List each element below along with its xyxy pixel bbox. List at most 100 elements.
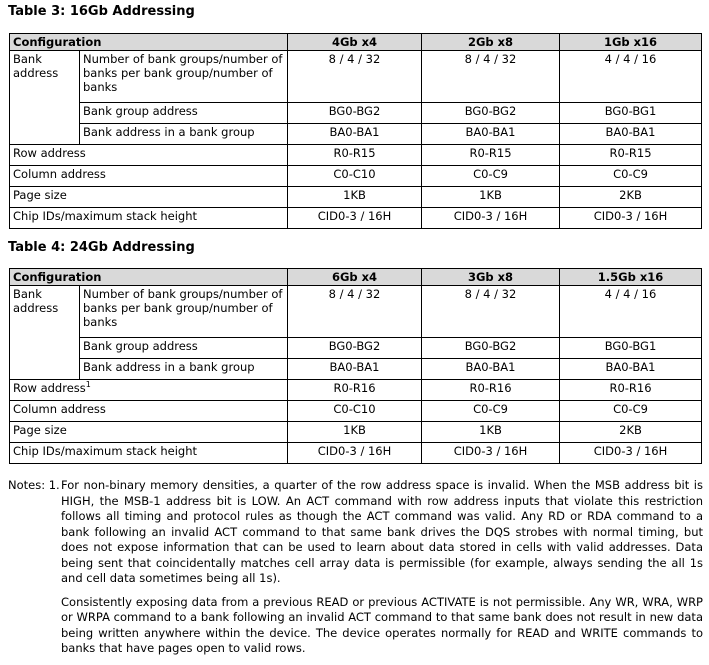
notes-body: For non-binary memory densities, a quart… xyxy=(61,478,703,657)
row-label: Chip IDs/maximum stack height xyxy=(9,442,288,464)
cell: BG0-BG2 xyxy=(421,337,560,359)
cell: C0-C9 xyxy=(421,400,560,422)
cell: BA0-BA1 xyxy=(421,123,560,145)
row: Column address C0-C10 C0-C9 C0-C9 xyxy=(9,165,702,187)
header-cell: 2Gb x8 xyxy=(421,33,560,51)
row-label: Page size xyxy=(9,421,288,443)
cell: C0-C9 xyxy=(559,165,702,187)
cell: 2KB xyxy=(559,421,702,443)
row-label: Column address xyxy=(9,400,288,422)
table: Configuration 6Gb x4 3Gb x8 1.5Gb x16 Bank a… xyxy=(9,268,702,464)
cell: BA0-BA1 xyxy=(287,358,422,380)
header-cell: 6Gb x4 xyxy=(287,268,422,286)
header-cell: 3Gb x8 xyxy=(421,268,560,286)
cell: BG0-BG1 xyxy=(559,337,702,359)
row: Row address R0-R15 R0-R15 R0-R15 xyxy=(9,144,702,166)
header-cell: Configuration xyxy=(9,33,288,51)
row-label-text: Column address xyxy=(13,167,106,181)
cell: 1KB xyxy=(421,421,560,443)
row-label: Row address1 xyxy=(9,379,288,401)
cell: R0-R16 xyxy=(421,379,560,401)
cell: 8 / 4 / 32 xyxy=(421,285,560,338)
row-label: Bank group address xyxy=(79,102,288,124)
cell: C0-C10 xyxy=(287,165,422,187)
cell: CID0-3 / 16H xyxy=(421,207,560,229)
header-cell: 1Gb x16 xyxy=(559,33,702,51)
bank-label: Bank address xyxy=(9,285,80,380)
cell: C0-C9 xyxy=(559,400,702,422)
row: Bank address Number of bank groups/number… xyxy=(9,50,702,145)
page: {"tables": [ {"title": "Table 3: 16Gb Ad… xyxy=(8,4,703,655)
cell: C0-C10 xyxy=(287,400,422,422)
row-label-text: Page size xyxy=(13,423,67,437)
cell: 1KB xyxy=(287,186,422,208)
cell: R0-R15 xyxy=(287,144,422,166)
row-label-text: Chip IDs/maximum stack height xyxy=(13,444,198,458)
bank-label: Bank address xyxy=(9,50,80,145)
cell: CID0-3 / 16H xyxy=(287,207,422,229)
row: Page size 1KB 1KB 2KB xyxy=(9,186,702,208)
cell: BA0-BA1 xyxy=(559,123,702,145)
cell: BA0-BA1 xyxy=(421,358,560,380)
row: Page size 1KB 1KB 2KB xyxy=(9,421,702,443)
cell: BG0-BG2 xyxy=(421,102,560,124)
row-label: Column address xyxy=(9,165,288,187)
cell: CID0-3 / 16H xyxy=(559,207,702,229)
cell: CID0-3 / 16H xyxy=(287,442,422,464)
row-label: Bank group address xyxy=(79,337,288,359)
row-label-text: Row address xyxy=(13,146,86,160)
cell: BG0-BG2 xyxy=(287,337,422,359)
table-title: Table 3: 16Gb Addressing xyxy=(8,4,195,19)
cell: CID0-3 / 16H xyxy=(559,442,702,464)
row: Bank group address BG0-BG2 BG0-BG2 BG0-BG1 xyxy=(10,337,702,359)
header-row: Configuration 4Gb x4 2Gb x8 1Gb x16 xyxy=(9,33,702,51)
cell: BG0-BG2 xyxy=(287,102,422,124)
cell: CID0-3 / 16H xyxy=(421,442,560,464)
row-label-text: Page size xyxy=(13,188,67,202)
row: Bank address in a bank group BA0-BA1 BA0-B… xyxy=(10,123,702,145)
header-cell: 4Gb x4 xyxy=(287,33,422,51)
note-paragraph: For non-binary memory densities, a quart… xyxy=(61,478,703,585)
row: Bank group address BG0-BG2 BG0-BG2 BG0-BG1 xyxy=(10,102,702,124)
cell: BA0-BA1 xyxy=(559,358,702,380)
header-cell: 1.5Gb x16 xyxy=(559,268,702,286)
row-label-text: Column address xyxy=(13,402,106,416)
cell: 8 / 4 / 32 xyxy=(287,285,422,338)
row-label-text: Chip IDs/maximum stack height xyxy=(13,209,198,223)
cell: R0-R15 xyxy=(421,144,560,166)
row: Bank address Number of bank groups/number… xyxy=(9,285,702,380)
cell: 4 / 4 / 16 xyxy=(559,285,702,338)
notes: Notes: 1. For non-binary memory densitie… xyxy=(8,478,703,665)
note-paragraph: Consistently exposing data from a previo… xyxy=(61,594,703,656)
row-label: Number of bank groups/number of banks pe… xyxy=(79,285,288,338)
cell: R0-R16 xyxy=(287,379,422,401)
header-row: Configuration 6Gb x4 3Gb x8 1.5Gb x16 xyxy=(9,268,702,286)
cell: BG0-BG1 xyxy=(559,102,702,124)
table-title: Table 4: 24Gb Addressing xyxy=(8,240,195,255)
row-label: Page size xyxy=(9,186,288,208)
cell: 4 / 4 / 16 xyxy=(559,50,702,103)
table: Configuration 4Gb x4 2Gb x8 1Gb x16 Bank add… xyxy=(9,33,702,229)
row: Row address1 R0-R16 R0-R16 R0-R16 xyxy=(9,379,702,401)
row-label: Number of bank groups/number of banks pe… xyxy=(79,50,288,103)
row-label: Bank address in a bank group xyxy=(79,123,288,145)
cell: C0-C9 xyxy=(421,165,560,187)
row: Chip IDs/maximum stack height CID0-3 / 16… xyxy=(9,207,702,229)
row-label: Bank address in a bank group xyxy=(79,358,288,380)
row: Column address C0-C10 C0-C9 C0-C9 xyxy=(9,400,702,422)
row: Chip IDs/maximum stack height CID0-3 / 16… xyxy=(9,442,702,464)
header-cell: Configuration xyxy=(9,268,288,286)
cell: 8 / 4 / 32 xyxy=(287,50,422,103)
row-label: Chip IDs/maximum stack height xyxy=(9,207,288,229)
cell: 1KB xyxy=(421,186,560,208)
cell: 2KB xyxy=(559,186,702,208)
footnote-ref: 1 xyxy=(85,380,91,390)
row-label: Row address xyxy=(9,144,288,166)
cell: 1KB xyxy=(287,421,422,443)
cell: BA0-BA1 xyxy=(287,123,422,145)
row: Bank address in a bank group BA0-BA1 BA0-B… xyxy=(10,358,702,380)
cell: R0-R16 xyxy=(559,379,702,401)
row-label-text: Row address xyxy=(13,381,86,395)
cell: R0-R15 xyxy=(559,144,702,166)
notes-label: Notes: 1. xyxy=(8,478,60,492)
